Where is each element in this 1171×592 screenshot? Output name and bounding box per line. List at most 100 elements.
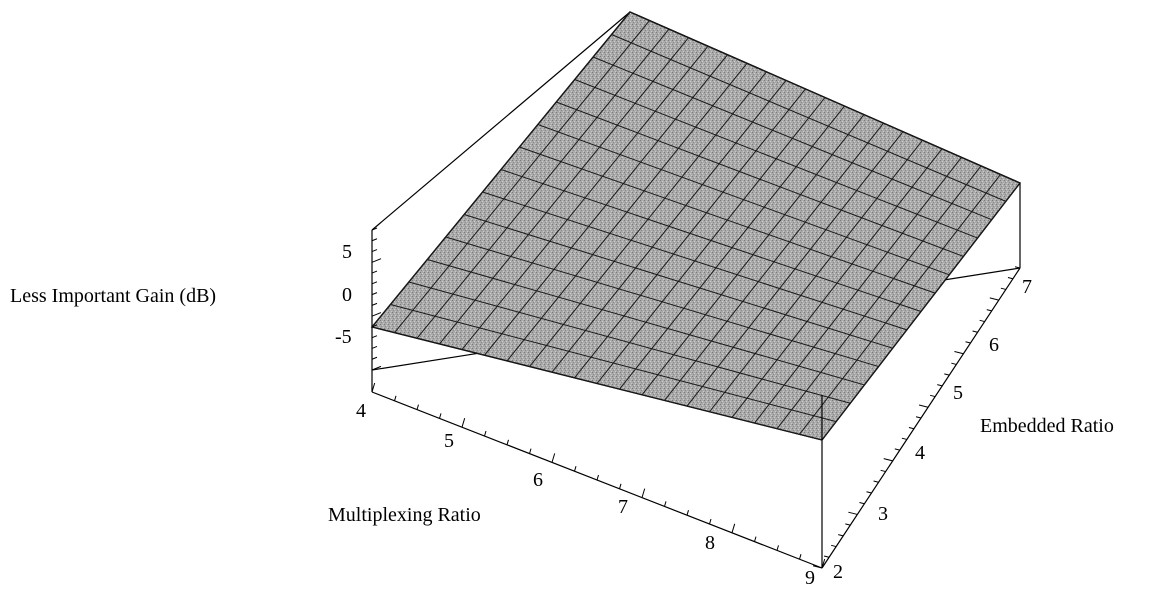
surface-grid-y-10 <box>556 101 964 257</box>
y-axis-tick-15 <box>918 404 929 408</box>
z-tick-minus-5: -5 <box>335 326 352 348</box>
y-tick-6: 6 <box>989 334 999 356</box>
x-axis-tick-3 <box>439 413 442 419</box>
x-tick-7: 7 <box>618 496 628 518</box>
y-tick-7: 7 <box>1022 276 1032 298</box>
y-axis-tick-26 <box>1000 287 1006 290</box>
surface-layer <box>370 11 1022 441</box>
z-axis-tick-1 <box>371 356 378 360</box>
surface-grid-y-12 <box>592 56 992 221</box>
x-tick-9: 9 <box>805 567 815 589</box>
y-tick-3: 3 <box>878 503 888 525</box>
x-tick-5: 5 <box>444 430 454 452</box>
surface-grid-y-9 <box>537 124 950 276</box>
y-axis-tick-3 <box>838 534 844 537</box>
z-axis-tick-9 <box>371 270 378 274</box>
y-axis-tick-28 <box>1014 266 1021 269</box>
z-tick-5: 5 <box>342 241 352 263</box>
y-axis-label: Embedded Ratio <box>980 415 1114 437</box>
surface-grid-y-1 <box>390 304 837 423</box>
x-axis-tick-20 <box>821 558 826 569</box>
y-axis-tick-25 <box>989 297 999 301</box>
y-axis-tick-24 <box>986 309 992 312</box>
x-axis-tick-15 <box>709 518 712 525</box>
x-axis-tick-5 <box>484 430 487 437</box>
x-axis-tick-7 <box>529 448 532 454</box>
y-axis-tick-22 <box>972 330 978 333</box>
x-axis-tick-12 <box>641 488 646 498</box>
z-axis-tick-6 <box>371 302 378 306</box>
surface-grid-y-13 <box>611 34 1007 202</box>
x-axis-label: Multiplexing Ratio <box>328 504 481 526</box>
x-axis-tick-2 <box>416 404 419 410</box>
y-axis-tick-0 <box>812 565 823 569</box>
x-axis-tick-6 <box>506 439 509 445</box>
y-tick-5: 5 <box>953 382 963 404</box>
z-axis-tick-2 <box>371 345 378 349</box>
z-axis-tick-8 <box>371 281 378 285</box>
surface-grid-y-7 <box>500 169 922 312</box>
tick-labels: 5 0 -5 4 5 6 7 8 9 2 3 4 5 6 7 <box>335 241 1032 589</box>
surface-grid-y-5 <box>463 214 893 349</box>
z-axis-tick-3 <box>371 335 378 339</box>
z-axis-tick-0 <box>371 365 382 371</box>
y-axis-tick-16 <box>930 394 936 398</box>
surface-grid-y-11 <box>574 79 978 239</box>
y-axis-tick-1 <box>823 555 830 558</box>
x-axis-tick-8 <box>551 453 556 463</box>
y-axis-tick-18 <box>944 373 950 376</box>
surface-grid-y-6 <box>482 191 908 331</box>
y-axis-tick-2 <box>831 544 837 548</box>
y-axis-tick-13 <box>908 426 915 430</box>
x-axis-tick-1 <box>394 395 397 401</box>
x-axis-tick-0 <box>371 382 376 393</box>
x-tick-6: 6 <box>533 469 543 491</box>
surface-grid-y-8 <box>519 146 936 294</box>
z-tick-0: 0 <box>342 284 352 306</box>
y-axis-tick-4 <box>845 523 851 526</box>
y-axis-tick-23 <box>979 319 985 323</box>
y-axis-tick-12 <box>901 437 907 440</box>
y-axis-tick-27 <box>1007 276 1014 280</box>
z-axis-tick-11 <box>371 249 378 253</box>
y-tick-2: 2 <box>833 561 843 583</box>
surface-grid-y-3 <box>427 259 865 386</box>
surface-grid-y-14 <box>629 11 1021 184</box>
x-axis-tick-10 <box>596 474 599 481</box>
y-axis-tick-17 <box>937 384 943 387</box>
surface-grid-y-2 <box>408 281 851 404</box>
y-axis-tick-5 <box>848 511 858 515</box>
z-axis-tick-13 <box>371 227 378 231</box>
y-axis-tick-21 <box>965 341 971 344</box>
x-axis-tick-19 <box>799 554 802 560</box>
y-axis-tick-7 <box>866 491 872 494</box>
x-axis-tick-17 <box>754 536 757 542</box>
x-axis-tick-14 <box>686 510 689 516</box>
z-axis-tick-10 <box>371 258 382 263</box>
axis-ticks <box>371 227 1021 569</box>
z-axis-tick-4 <box>371 324 378 328</box>
x-axis-tick-16 <box>731 523 736 533</box>
x-axis-tick-13 <box>664 501 667 507</box>
x-axis-tick-4 <box>461 418 466 428</box>
y-axis-tick-8 <box>873 480 879 483</box>
y-axis-tick-11 <box>894 448 900 451</box>
y-axis-tick-9 <box>880 469 886 473</box>
y-axis-tick-19 <box>951 362 957 365</box>
x-tick-8: 8 <box>705 532 715 554</box>
z-axis-tick-12 <box>371 238 378 242</box>
x-tick-4: 4 <box>356 400 366 422</box>
y-axis-tick-14 <box>915 416 922 419</box>
y-axis-tick-20 <box>954 350 964 355</box>
x-axis-tick-9 <box>574 466 577 472</box>
z-axis-tick-5 <box>371 312 382 317</box>
surface-grid-y-4 <box>445 236 879 368</box>
y-tick-4: 4 <box>915 442 925 464</box>
surface-grid-y-0 <box>371 326 823 441</box>
x-axis-tick-18 <box>776 545 779 551</box>
y-axis-tick-6 <box>859 501 865 505</box>
y-axis-tick-10 <box>883 458 893 462</box>
x-axis-tick-11 <box>619 483 622 489</box>
